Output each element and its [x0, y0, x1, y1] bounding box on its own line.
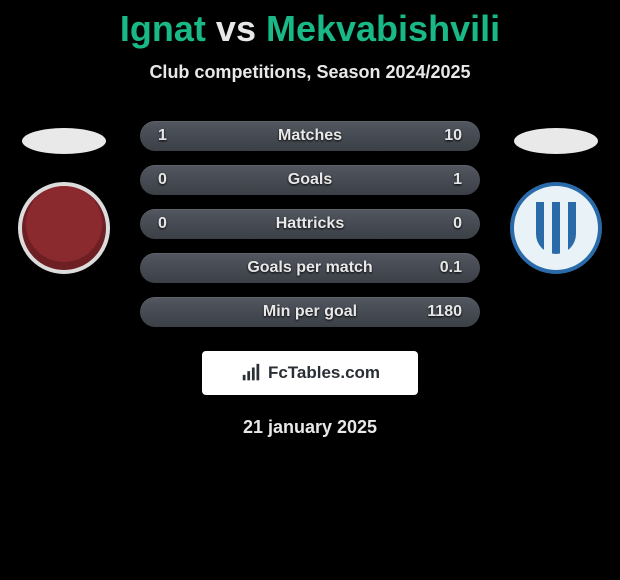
brand-box: FcTables.com [202, 351, 418, 395]
stat-row: Min per goal1180 [140, 297, 480, 327]
comparison-title: Ignat vs Mekvabishvili [0, 0, 620, 50]
stats-list: 1Matches10 0Goals1 0Hattricks0 Goals per ma… [0, 121, 620, 327]
title-vs: vs [216, 8, 256, 49]
stat-label: Goals per match [140, 259, 480, 277]
stat-label: Matches [140, 127, 480, 145]
stat-label: Hattricks [140, 215, 480, 233]
player-right-name: Mekvabishvili [266, 8, 500, 49]
player-left-name: Ignat [120, 8, 206, 49]
stat-row: 1Matches10 [140, 121, 480, 151]
stat-label: Goals [140, 171, 480, 189]
date-text: 21 january 2025 [0, 417, 620, 438]
bar-chart-icon [240, 362, 262, 384]
stat-row: Goals per match0.1 [140, 253, 480, 283]
stat-row: 0Hattricks0 [140, 209, 480, 239]
subtitle: Club competitions, Season 2024/2025 [0, 62, 620, 83]
stat-row: 0Goals1 [140, 165, 480, 195]
brand-text: FcTables.com [268, 363, 380, 383]
stat-label: Min per goal [140, 303, 480, 321]
